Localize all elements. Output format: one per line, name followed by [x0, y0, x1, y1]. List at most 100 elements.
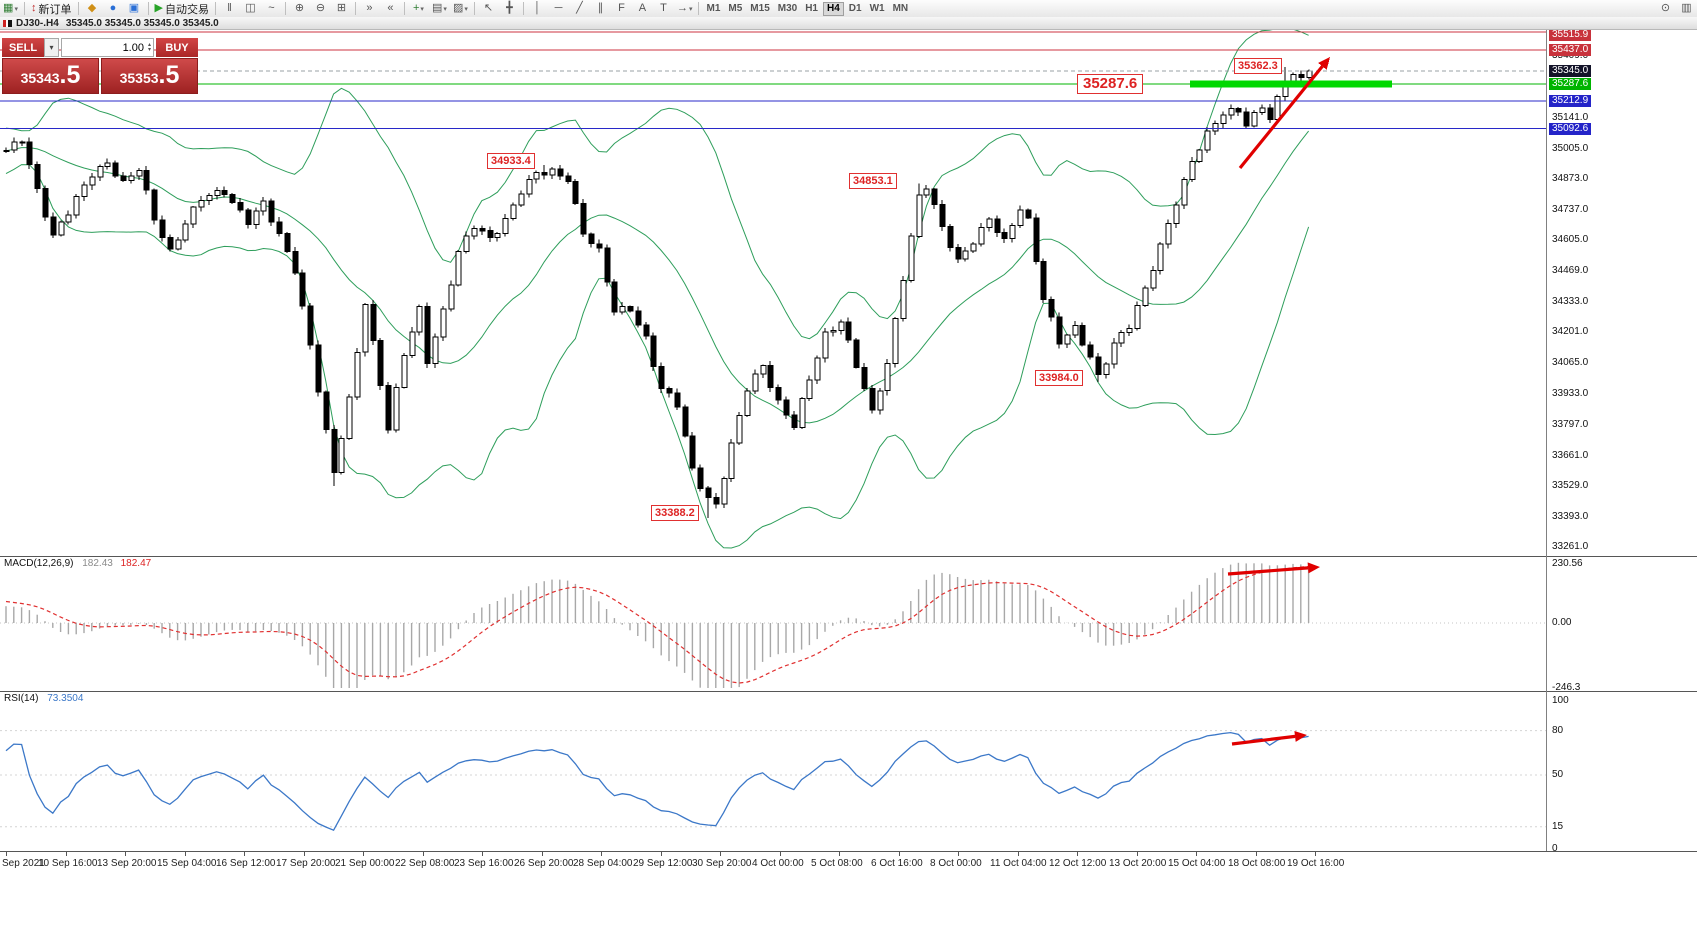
time-axis-tick	[661, 852, 662, 856]
price-axis-label: 33261.0	[1552, 541, 1589, 552]
market-watch-button[interactable]: ◆	[83, 1, 102, 16]
chart-bars-button[interactable]: ‖	[220, 1, 239, 16]
time-axis-tick	[1077, 852, 1078, 856]
price-axis-label: 35005.0	[1552, 143, 1589, 154]
chart-shift-icon: «	[387, 2, 394, 14]
time-axis-tick	[66, 852, 67, 856]
price-axis-label: 35141.0	[1552, 112, 1589, 123]
sell-button[interactable]: SELL	[2, 38, 44, 57]
navigator-button[interactable]: ▣	[125, 1, 144, 16]
price-badge: 35212.9	[1549, 95, 1592, 107]
zoom-in-button[interactable]: ⊕	[290, 1, 309, 16]
time-axis-tick	[720, 852, 721, 856]
toolbar-separator	[522, 2, 524, 15]
channel-button[interactable]: ∥	[591, 1, 610, 16]
time-axis-tick	[542, 852, 543, 856]
price-axis-label: 34469.0	[1552, 265, 1589, 276]
price-flag: 34933.4	[487, 153, 535, 169]
timeframe-w1-button[interactable]: W1	[869, 2, 885, 14]
data-window-button[interactable]: ●	[104, 1, 123, 16]
auto-scroll-button[interactable]: »	[360, 1, 379, 16]
tile-windows-icon: ⊞	[336, 2, 347, 14]
new-order-label: 新订单	[38, 3, 72, 16]
chart-shift-button[interactable]: «	[381, 1, 400, 16]
timeframe-m5-button[interactable]: M5	[728, 2, 743, 14]
tile-windows-button[interactable]: ⊞	[332, 1, 351, 16]
trendline-button[interactable]: ╱	[570, 1, 589, 16]
panel-separator[interactable]	[0, 556, 1697, 557]
vertical-line-button[interactable]: │	[528, 1, 547, 16]
autotrading-button[interactable]: ▶ 自动交易	[153, 1, 211, 16]
buy-price-button[interactable]: 35353.5	[101, 58, 198, 94]
new-order-button[interactable]: ↕ 新订单	[29, 1, 74, 16]
cursor-button[interactable]: ↖	[479, 1, 498, 16]
time-axis[interactable]: Sep 2021 10 Sep 16:00 13 Sep 20:00 15 Sep 0…	[0, 852, 1697, 874]
price-axis[interactable]: 35515.935437.035409.035345.035287.635212…	[1547, 29, 1697, 874]
timeframe-h4-button[interactable]: H4	[823, 1, 844, 16]
new-chart-icon: ▦	[3, 2, 14, 14]
main-chart[interactable]	[0, 29, 1546, 556]
toolbar-separator	[214, 2, 216, 15]
timeframe-m15-button[interactable]: M15	[750, 2, 770, 14]
time-axis-label: 12 Oct 12:00	[1049, 858, 1107, 869]
rsi-axis-label: 15	[1552, 821, 1564, 832]
new-order-icon: ↕	[31, 2, 37, 14]
rsi-axis-label: 0	[1552, 843, 1558, 854]
time-axis-tick	[1256, 852, 1257, 856]
price-flag: 33388.2	[651, 505, 699, 521]
timeframe-h1-button[interactable]: H1	[805, 2, 818, 14]
periods-button[interactable]: ▤ ▾	[430, 1, 449, 16]
zoom-out-button[interactable]: ⊖	[311, 1, 330, 16]
time-axis-tick	[1315, 852, 1316, 856]
trade-panel-dropdown[interactable]: ▾	[44, 38, 59, 57]
rsi-panel[interactable]	[0, 692, 1546, 851]
indicators-button[interactable]: + ▾	[409, 1, 428, 16]
chart-icon	[3, 19, 12, 27]
time-axis-tick	[482, 852, 483, 856]
price-badge: 35345.0	[1549, 65, 1592, 77]
shapes-button[interactable]: → ▾	[675, 1, 695, 16]
new-chart-button[interactable]: ▦ ▾	[1, 1, 20, 16]
fibonacci-button[interactable]: F	[612, 1, 631, 16]
layout-button[interactable]: ▥	[1677, 1, 1696, 16]
price-badge: 35515.9	[1549, 29, 1592, 41]
timeframe-m30-button[interactable]: M30	[777, 2, 798, 14]
shapes-icon: →	[676, 2, 688, 14]
rsi-axis-label: 50	[1552, 769, 1564, 780]
text-button[interactable]: A	[633, 1, 652, 16]
text-label-button[interactable]: T	[654, 1, 673, 16]
chart-line-button[interactable]: ~	[262, 1, 281, 16]
buy-button[interactable]: BUY	[156, 38, 198, 57]
panel-separator[interactable]	[0, 691, 1697, 692]
templates-icon: ▨	[453, 2, 464, 14]
crosshair-button[interactable]: ╋	[500, 1, 519, 16]
macd-name: MACD(12,26,9)	[4, 558, 74, 569]
chart-ohlc: 35345.0 35345.0 35345.0 35345.0	[65, 17, 219, 29]
chart-candles-button[interactable]: ◫	[241, 1, 260, 16]
timeframe-d1-button[interactable]: D1	[848, 2, 862, 14]
time-axis-tick	[244, 852, 245, 856]
price-flag: 33984.0	[1035, 370, 1083, 386]
volume-stepper[interactable]: ▴ ▾	[147, 41, 151, 53]
timeframe-mn-button[interactable]: MN	[892, 2, 909, 14]
timeframe-m1-button[interactable]: M1	[706, 2, 721, 14]
shapes-caret: ▾	[688, 5, 693, 13]
search-button[interactable]: ⊙	[1656, 1, 1675, 16]
horizontal-line-button[interactable]: ─	[549, 1, 568, 16]
time-axis-tick	[899, 852, 900, 856]
time-axis-label: 26 Sep 20:00	[514, 858, 574, 869]
volume-input[interactable]: 1.00 ▴ ▾	[61, 38, 154, 57]
time-axis-label: 15 Sep 04:00	[157, 858, 217, 869]
time-axis-tick	[601, 852, 602, 856]
sell-price-button[interactable]: 35343.5	[2, 58, 99, 94]
volume-value: 1.00	[122, 41, 144, 54]
time-axis-tick	[958, 852, 959, 856]
price-axis-label: 34737.0	[1552, 204, 1589, 215]
templates-button[interactable]: ▨ ▾	[451, 1, 470, 16]
templates-caret: ▾	[464, 5, 468, 13]
price-axis-label: 33797.0	[1552, 419, 1589, 430]
macd-panel[interactable]	[0, 557, 1546, 691]
time-axis-label: 17 Sep 20:00	[276, 858, 336, 869]
time-axis-label: 15 Oct 04:00	[1168, 858, 1226, 869]
time-axis-tick	[839, 852, 840, 856]
